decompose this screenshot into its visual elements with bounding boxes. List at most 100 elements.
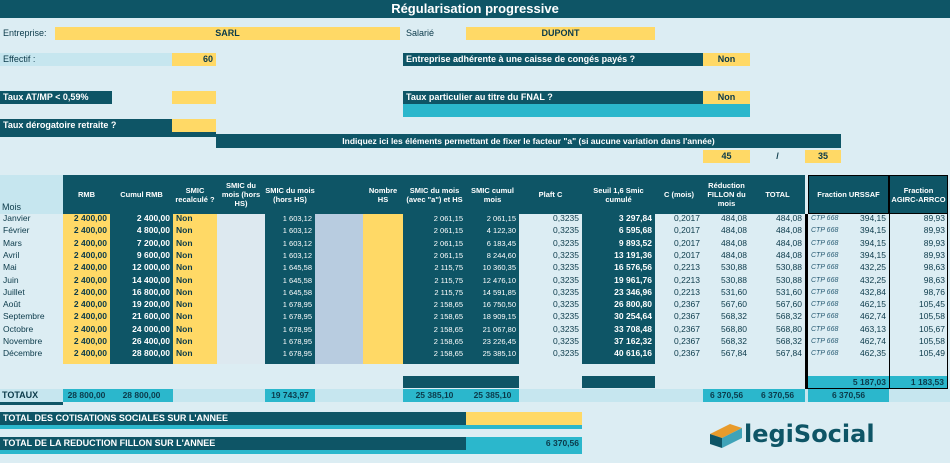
cell-seuil: 16 576,56 — [614, 262, 652, 273]
cell-seuil: 30 254,64 — [614, 311, 652, 322]
cell-seuil: 13 191,36 — [614, 249, 652, 260]
taux-derog-field[interactable] — [172, 119, 216, 132]
cell-recalc[interactable]: Non — [176, 299, 193, 310]
cell-smic: 1 603,12 — [282, 226, 312, 236]
cell-agirc: 105,58 — [919, 336, 945, 346]
cell-plafc: 0,3235 — [553, 299, 579, 310]
cell-smic_cumul: 25 385,10 — [482, 349, 516, 359]
cell-recalc[interactable]: Non — [176, 286, 193, 297]
cell-smic_a: 2 061,15 — [433, 214, 463, 223]
cell-urssaf: 462,35 — [860, 348, 886, 359]
cell-smic_cumul: 8 244,60 — [486, 250, 516, 260]
cell-smic_a: 2 158,65 — [433, 312, 463, 322]
cell-smic: 1 603,12 — [282, 238, 312, 248]
cell-urssaf: 394,15 — [860, 213, 886, 223]
cell-plafc: 0,3235 — [553, 323, 579, 334]
cell-rmb[interactable]: 2 400,00 — [73, 225, 107, 236]
cell-rmb[interactable]: 2 400,00 — [73, 311, 107, 322]
cell-smic: 1 645,58 — [282, 287, 312, 297]
cell-urssaf: 394,15 — [860, 225, 886, 236]
salarie-field[interactable]: DUPONT — [466, 27, 655, 40]
cell-cumul: 21 600,00 — [132, 311, 170, 322]
facteur-a1-field[interactable]: 45 — [703, 150, 750, 163]
cell-smic: 1 678,95 — [282, 324, 312, 334]
cell-plafc: 0,3235 — [553, 262, 579, 273]
cell-plafc: 0,3235 — [553, 311, 579, 322]
conges-field[interactable]: Non — [703, 53, 750, 66]
header-urssaf: Fraction URSSAF — [808, 175, 889, 214]
cell-recalc[interactable]: Non — [176, 323, 193, 334]
header-seuil: Seuil 1,6 Smic cumulé — [582, 175, 655, 214]
cell-plafc: 0,3235 — [553, 348, 579, 359]
cell-seuil: 6 595,68 — [618, 225, 652, 236]
table-row: Février 2 400,00 4 800,00 Non 1 603,12 2 061,… — [0, 225, 950, 237]
cell-urssaf: 394,15 — [860, 249, 886, 260]
cell-red: 567,84 — [721, 348, 747, 359]
cell-total: 530,88 — [776, 274, 802, 285]
fnal-field[interactable]: Non — [703, 91, 750, 104]
cell-plafc: 0,3235 — [553, 237, 579, 248]
cell-rmb[interactable]: 2 400,00 — [73, 213, 107, 223]
total-reduction-value: 6 370,56 — [466, 437, 582, 450]
entreprise-field[interactable]: SARL — [55, 27, 400, 40]
cell-c: 0,2213 — [674, 262, 700, 273]
cell-rmb[interactable]: 2 400,00 — [73, 249, 107, 260]
cell-smic: 1 645,58 — [282, 275, 312, 285]
cell-mois: Mai — [3, 262, 17, 273]
cell-smic_cumul: 12 476,10 — [482, 275, 516, 285]
header-nombre-hs: Nombre HS — [363, 175, 403, 214]
cell-recalc[interactable]: Non — [176, 225, 193, 236]
cell-total: 568,32 — [776, 311, 802, 322]
cell-rmb[interactable]: 2 400,00 — [73, 299, 107, 310]
cell-smic_cumul: 6 183,45 — [486, 238, 516, 248]
fnal-label: Taux particulier au titre du FNAL ? — [403, 91, 703, 104]
cell-c: 0,2367 — [674, 336, 700, 346]
effectif-field[interactable]: 60 — [172, 53, 216, 66]
cell-recalc[interactable]: Non — [176, 249, 193, 260]
cell-rmb[interactable]: 2 400,00 — [73, 286, 107, 297]
cell-rmb[interactable]: 2 400,00 — [73, 274, 107, 285]
cell-rmb[interactable]: 2 400,00 — [73, 323, 107, 334]
cell-cumul: 16 800,00 — [132, 286, 170, 297]
cell-recalc[interactable]: Non — [176, 237, 193, 248]
cell-red: 568,80 — [721, 323, 747, 334]
cell-total: 567,84 — [776, 348, 802, 359]
cell-seuil: 3 297,84 — [618, 213, 652, 223]
cell-rmb[interactable]: 2 400,00 — [73, 348, 107, 359]
total-reduction-label: TOTAL DE LA REDUCTION FILLON SUR L'ANNEE — [0, 437, 466, 450]
cell-total: 568,32 — [776, 336, 802, 346]
taux-atmp-field[interactable] — [172, 91, 216, 104]
cell-ctp: CTP 668 — [811, 276, 839, 284]
cell-recalc[interactable]: Non — [176, 274, 193, 285]
salarie-label: Salarié — [406, 28, 435, 38]
cell-mois: Mars — [3, 237, 22, 248]
cell-recalc[interactable]: Non — [176, 336, 193, 346]
cell-cumul: 14 400,00 — [132, 274, 170, 285]
cell-recalc[interactable]: Non — [176, 348, 193, 359]
cell-plafc: 0,3235 — [553, 286, 579, 297]
cell-rmb[interactable]: 2 400,00 — [73, 237, 107, 248]
cell-cumul: 24 000,00 — [132, 323, 170, 334]
cell-plafc: 0,3235 — [553, 274, 579, 285]
cell-total: 567,60 — [776, 299, 802, 310]
cell-agirc: 105,45 — [919, 299, 945, 310]
cell-smic_cumul: 14 591,85 — [482, 287, 516, 297]
cell-smic_a: 2 115,75 — [434, 263, 463, 273]
cell-recalc[interactable]: Non — [176, 262, 193, 273]
cell-ctp: CTP 668 — [811, 251, 839, 259]
cell-smic_a: 2 158,65 — [433, 337, 463, 346]
cell-cumul: 28 800,00 — [132, 348, 170, 359]
cell-rmb[interactable]: 2 400,00 — [73, 336, 107, 346]
table-row: Décembre 2 400,00 28 800,00 Non 1 678,95 2 15… — [0, 348, 950, 360]
cell-agirc: 105,58 — [919, 311, 945, 322]
total-cotisations-label: TOTAL DES COTISATIONS SOCIALES SUR L'ANN… — [0, 412, 466, 425]
totaux-total: 6 370,56 — [750, 389, 805, 402]
cell-ctp: CTP 668 — [811, 350, 839, 358]
cell-rmb[interactable]: 2 400,00 — [73, 262, 107, 273]
facteur-a2-field[interactable]: 35 — [805, 150, 841, 163]
cell-recalc[interactable]: Non — [176, 311, 193, 322]
cell-plafc: 0,3235 — [553, 249, 579, 260]
cell-recalc[interactable]: Non — [176, 213, 193, 223]
cell-mois: Juin — [3, 274, 19, 285]
cell-plafc: 0,3235 — [553, 225, 579, 236]
